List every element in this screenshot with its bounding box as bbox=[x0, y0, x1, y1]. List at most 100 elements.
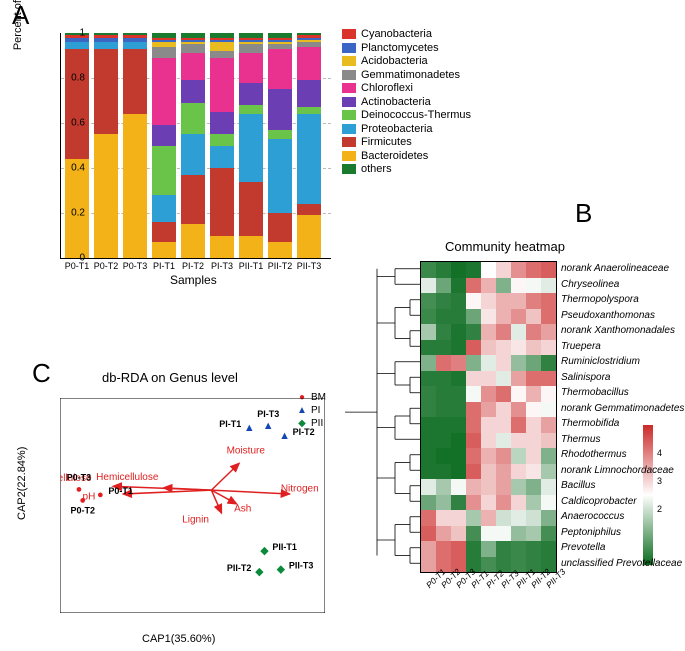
heatmap-cell bbox=[511, 355, 526, 371]
heatmap-cell bbox=[421, 448, 436, 464]
legend-label: Chloroflexi bbox=[361, 82, 413, 94]
legend-label: others bbox=[361, 163, 392, 175]
heatmap-cell bbox=[496, 402, 511, 418]
legend-label: Acidobacteria bbox=[361, 55, 428, 67]
heatmap-cell bbox=[541, 464, 556, 480]
bar-PII-T1 bbox=[239, 33, 263, 258]
bar-seg bbox=[152, 146, 176, 196]
svg-text:P0-T3: P0-T3 bbox=[67, 473, 92, 483]
heatmap-cell bbox=[436, 510, 451, 526]
heatmap-cell bbox=[481, 495, 496, 511]
heatmap-cell bbox=[526, 433, 541, 449]
heatmap-row-label: Bacillus bbox=[561, 480, 595, 491]
heatmap-cell bbox=[436, 386, 451, 402]
heatmap-cell bbox=[466, 417, 481, 433]
heatmap-cell bbox=[541, 479, 556, 495]
heatmap-cell bbox=[511, 340, 526, 356]
axis-x-label-C: CAP1(35.60%) bbox=[142, 633, 215, 645]
bar-seg bbox=[152, 222, 176, 242]
legend-label: Deinococcus-Thermus bbox=[361, 109, 471, 121]
heatmap-cell bbox=[541, 510, 556, 526]
legend-label: Gemmatimonadetes bbox=[361, 69, 460, 81]
heatmap-cell bbox=[481, 526, 496, 542]
heatmap-cell bbox=[541, 324, 556, 340]
heatmap-cell bbox=[541, 340, 556, 356]
ytick-A: 0.8 bbox=[71, 73, 85, 84]
heatmap-cell bbox=[481, 324, 496, 340]
heatmap-cell bbox=[481, 417, 496, 433]
bar-seg bbox=[152, 58, 176, 126]
heatmap-cell bbox=[421, 262, 436, 278]
heatmap-cell bbox=[451, 510, 466, 526]
bar-seg bbox=[297, 47, 321, 81]
legend-item: others bbox=[342, 163, 471, 175]
heatmap-cell bbox=[451, 340, 466, 356]
legend-swatch bbox=[342, 83, 356, 93]
bar-PII-T3 bbox=[297, 33, 321, 258]
heatmap-cell bbox=[511, 324, 526, 340]
bar-seg bbox=[152, 125, 176, 145]
heatmap-cell bbox=[496, 541, 511, 557]
heatmap-cell bbox=[421, 386, 436, 402]
heatmap-row-label: Truepera bbox=[561, 341, 601, 352]
heatmap-cell bbox=[511, 464, 526, 480]
heatmap-cell bbox=[436, 371, 451, 387]
heatmap-cell bbox=[541, 355, 556, 371]
heatmap-cell bbox=[496, 479, 511, 495]
heatmap-cell bbox=[511, 278, 526, 294]
legend-item: Planctomycetes bbox=[342, 42, 471, 54]
heatmap-cell bbox=[496, 355, 511, 371]
xtick-A: PII-T3 bbox=[297, 261, 322, 271]
heatmap-cell bbox=[511, 433, 526, 449]
heatmap-cell bbox=[511, 526, 526, 542]
heatmap-cell bbox=[481, 355, 496, 371]
legend-A: Cyanobacteria PlanctomycetesAcidobacteria… bbox=[342, 28, 471, 177]
bar-seg bbox=[297, 107, 321, 114]
heatmap-cell bbox=[451, 371, 466, 387]
legend-item: Acidobacteria bbox=[342, 55, 471, 67]
heatmap-row-label: Chryseolinea bbox=[561, 279, 619, 290]
svg-text:PII-T3: PII-T3 bbox=[289, 560, 314, 570]
legend-swatch bbox=[342, 151, 356, 161]
heatmap-cell bbox=[496, 324, 511, 340]
heatmap-row-label: unclassified Prevotellaceae bbox=[561, 558, 682, 569]
bar-PI-T3 bbox=[210, 33, 234, 258]
bar-seg bbox=[239, 83, 263, 106]
bar-seg bbox=[94, 42, 118, 49]
legend-item: Proteobacteria bbox=[342, 123, 471, 135]
heatmap-cell bbox=[526, 402, 541, 418]
heatmap-cell bbox=[466, 541, 481, 557]
bar-seg bbox=[181, 134, 205, 175]
bar-seg bbox=[181, 80, 205, 103]
bar-seg bbox=[181, 175, 205, 225]
svg-text:P0-T1: P0-T1 bbox=[108, 486, 133, 496]
bar-seg bbox=[210, 168, 234, 236]
bar-seg bbox=[268, 242, 292, 258]
heatmap-cell bbox=[466, 464, 481, 480]
legend-label: Cyanobacteria bbox=[361, 28, 432, 40]
bar-seg bbox=[297, 204, 321, 215]
heatmap-cell bbox=[526, 386, 541, 402]
heatmap-row-label: Thermus bbox=[561, 434, 600, 445]
heatmap-cell bbox=[541, 402, 556, 418]
svg-text:PI-T2: PI-T2 bbox=[293, 427, 315, 437]
legend-item: Bacteroidetes bbox=[342, 150, 471, 162]
heatmap-row-label: norank Limnochordaceae bbox=[561, 465, 674, 476]
bar-seg bbox=[210, 58, 234, 112]
heatmap-cell bbox=[451, 541, 466, 557]
heatmap-cell bbox=[496, 262, 511, 278]
heatmap-title: Community heatmap bbox=[445, 239, 565, 254]
heatmap-cell bbox=[511, 479, 526, 495]
svg-text:●: ● bbox=[76, 484, 83, 496]
legend-label: Proteobacteria bbox=[361, 123, 433, 135]
legend-label: Planctomycetes bbox=[361, 42, 439, 54]
heatmap-cell bbox=[511, 495, 526, 511]
bar-seg bbox=[239, 236, 263, 259]
heatmap-cell bbox=[481, 448, 496, 464]
heatmap-cell bbox=[481, 402, 496, 418]
heatmap-cell bbox=[451, 278, 466, 294]
heatmap-row-label: Ruminiclostridium bbox=[561, 356, 640, 367]
heatmap-cell bbox=[481, 433, 496, 449]
bar-seg bbox=[268, 130, 292, 139]
heatmap-cell bbox=[436, 402, 451, 418]
